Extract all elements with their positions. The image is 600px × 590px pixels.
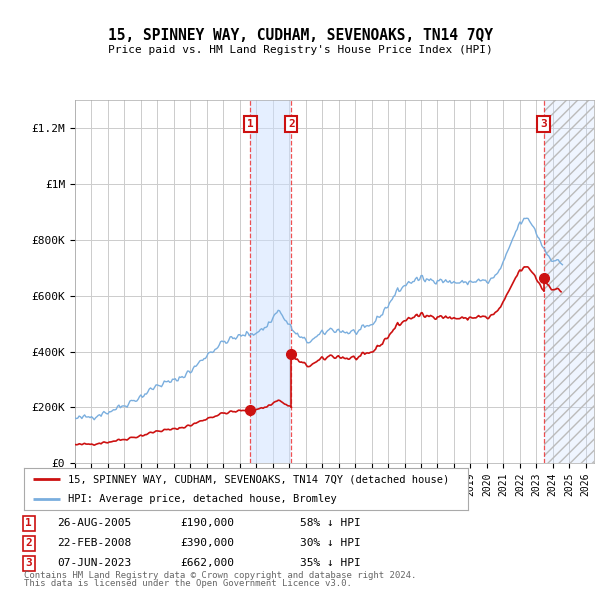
Text: £662,000: £662,000 — [180, 559, 234, 568]
Text: 1: 1 — [25, 519, 32, 528]
Text: 2: 2 — [288, 119, 295, 129]
Text: This data is licensed under the Open Government Licence v3.0.: This data is licensed under the Open Gov… — [24, 579, 352, 588]
Text: 1: 1 — [247, 119, 254, 129]
Text: 30% ↓ HPI: 30% ↓ HPI — [300, 539, 361, 548]
Text: 3: 3 — [540, 119, 547, 129]
Text: Contains HM Land Registry data © Crown copyright and database right 2024.: Contains HM Land Registry data © Crown c… — [24, 571, 416, 580]
Text: £190,000: £190,000 — [180, 519, 234, 528]
Text: 22-FEB-2008: 22-FEB-2008 — [57, 539, 131, 548]
Text: 3: 3 — [25, 559, 32, 568]
Text: 07-JUN-2023: 07-JUN-2023 — [57, 559, 131, 568]
Text: 26-AUG-2005: 26-AUG-2005 — [57, 519, 131, 528]
Text: 15, SPINNEY WAY, CUDHAM, SEVENOAKS, TN14 7QY: 15, SPINNEY WAY, CUDHAM, SEVENOAKS, TN14… — [107, 28, 493, 42]
Text: 58% ↓ HPI: 58% ↓ HPI — [300, 519, 361, 528]
Bar — [544, 100, 594, 463]
Text: 15, SPINNEY WAY, CUDHAM, SEVENOAKS, TN14 7QY (detached house): 15, SPINNEY WAY, CUDHAM, SEVENOAKS, TN14… — [68, 474, 449, 484]
Bar — [544, 100, 594, 463]
Text: 2: 2 — [25, 539, 32, 548]
Text: £390,000: £390,000 — [180, 539, 234, 548]
Bar — [250, 100, 292, 463]
Text: 35% ↓ HPI: 35% ↓ HPI — [300, 559, 361, 568]
Text: Price paid vs. HM Land Registry's House Price Index (HPI): Price paid vs. HM Land Registry's House … — [107, 45, 493, 55]
Text: HPI: Average price, detached house, Bromley: HPI: Average price, detached house, Brom… — [68, 494, 337, 504]
